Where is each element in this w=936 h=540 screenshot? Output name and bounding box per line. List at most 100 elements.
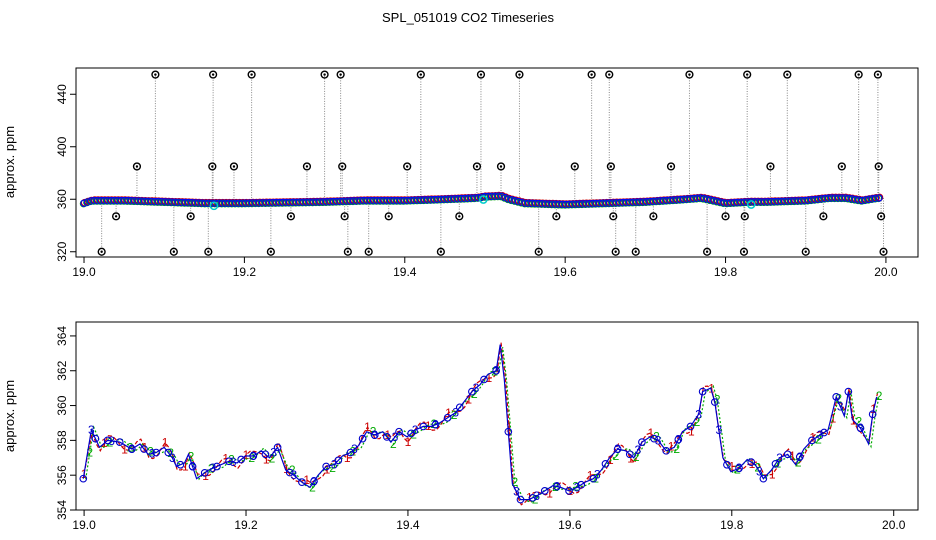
- series-point-3: [662, 446, 671, 455]
- outlier-point-center: [786, 73, 789, 76]
- series-marker-3: 3: [594, 467, 601, 481]
- outlier-point-center: [289, 215, 293, 218]
- outlier-point: [515, 70, 524, 79]
- series-marker-2: 2: [431, 417, 438, 431]
- outlier-point-center: [405, 165, 409, 168]
- series-marker-2: 2: [876, 389, 883, 403]
- outlier-point: [286, 212, 296, 221]
- series-point-3: [237, 455, 246, 464]
- top-y-axis-label: approx. ppm: [2, 126, 17, 198]
- series-point-3: [844, 387, 853, 396]
- series-marker-2: 2: [329, 461, 336, 475]
- series-marker-1: 1: [405, 435, 412, 449]
- series-marker-3: 3: [756, 465, 763, 479]
- outlier-point: [873, 70, 883, 79]
- series-point-3: [698, 387, 707, 396]
- series-marker-1: 1: [688, 424, 695, 438]
- outlier-point: [229, 162, 239, 171]
- series-point-3: [613, 445, 622, 453]
- series-marker-1: 1: [344, 451, 351, 465]
- series-point-3: [710, 398, 719, 406]
- outlier-point-center: [343, 215, 346, 218]
- outlier-point-center: [114, 215, 118, 218]
- series-marker-3: 3: [270, 446, 277, 460]
- series-point-3: [771, 460, 780, 468]
- top-x-axis: 19.0 19.2 19.4 19.6 19.8 20.0: [72, 257, 898, 279]
- top-y-tick-label: 400: [55, 136, 69, 156]
- series-marker-3: 3: [189, 459, 196, 473]
- outlier-point-center: [669, 165, 673, 168]
- series-point-3: [601, 460, 610, 468]
- series-marker-1: 1: [243, 448, 250, 462]
- series-marker-1: 1: [627, 451, 634, 465]
- series-point-3: [492, 366, 501, 375]
- series-point-3: [553, 482, 561, 491]
- series-marker-3: 3: [129, 442, 136, 456]
- series-point-3: [128, 445, 136, 453]
- outlier-point: [837, 162, 846, 171]
- outlier-point: [320, 70, 329, 79]
- outlier-point: [476, 70, 486, 79]
- bottom-y-tick-label: 356: [55, 465, 69, 485]
- series-point-3: [152, 448, 161, 457]
- outlier-point-center: [419, 73, 423, 76]
- outlier-point: [403, 162, 412, 171]
- series-marker-3: 3: [432, 418, 439, 432]
- outlier-point: [204, 247, 213, 256]
- bottom-plot-frame: [75, 321, 919, 511]
- outlier-point: [877, 212, 886, 221]
- series-marker-3: 3: [796, 450, 803, 464]
- series-point-3: [115, 438, 124, 446]
- outlier-point: [587, 70, 596, 79]
- outlier-point-center: [634, 250, 637, 253]
- series-marker-2: 2: [370, 424, 377, 438]
- series-marker-3: 3: [311, 474, 318, 488]
- outlier-point-center: [877, 165, 880, 168]
- series-marker-2: 2: [248, 451, 255, 465]
- series-point-3: [79, 474, 88, 483]
- outlier-point: [496, 162, 506, 171]
- outlier-point: [472, 162, 482, 171]
- series-marker-2: 2: [613, 449, 620, 463]
- series-marker-3: 3: [857, 421, 864, 435]
- series-marker-1: 1: [445, 406, 452, 420]
- series-marker-3: 3: [695, 407, 702, 421]
- series-point-3: [638, 438, 646, 446]
- series-marker-3: 3: [817, 428, 824, 442]
- outlier-point-center: [876, 73, 880, 76]
- series-marker-1: 1: [182, 459, 189, 473]
- series-marker-1: 1: [546, 486, 553, 500]
- outlier-point: [247, 70, 256, 79]
- outlier-point-center: [608, 73, 611, 76]
- outlier-point: [384, 212, 393, 221]
- outlier-point-center: [857, 73, 860, 76]
- series-marker-2: 2: [815, 432, 822, 446]
- outlier-point: [819, 212, 828, 221]
- outlier-point-center: [743, 215, 746, 218]
- outlier-point: [111, 212, 121, 221]
- top-y-axis: 320 360 400 440: [55, 84, 76, 262]
- outlier-point-center: [518, 73, 521, 76]
- gap-marker: [479, 195, 488, 204]
- series-point-3: [783, 450, 792, 459]
- series-marker-3: 3: [635, 443, 642, 457]
- top-outlier-points: [97, 70, 888, 256]
- outlier-point: [552, 212, 561, 221]
- series-marker-1: 1: [384, 428, 391, 442]
- series-point-3: [735, 464, 743, 473]
- series-point-3: [419, 422, 428, 431]
- bottom-y-tick-label: 362: [55, 360, 69, 380]
- series-point-3: [322, 462, 331, 471]
- series-marker-2: 2: [633, 450, 640, 464]
- series-marker-2: 2: [86, 446, 93, 460]
- outlier-point: [97, 247, 106, 256]
- series-marker-2: 2: [390, 437, 397, 451]
- outlier-point: [631, 247, 640, 256]
- outlier-point-center: [555, 215, 558, 218]
- series-point-3: [455, 403, 464, 412]
- series-point-3: [310, 477, 318, 486]
- series-marker-2: 2: [552, 480, 559, 494]
- series-marker-2: 2: [795, 455, 802, 469]
- outlier-point-center: [305, 165, 309, 168]
